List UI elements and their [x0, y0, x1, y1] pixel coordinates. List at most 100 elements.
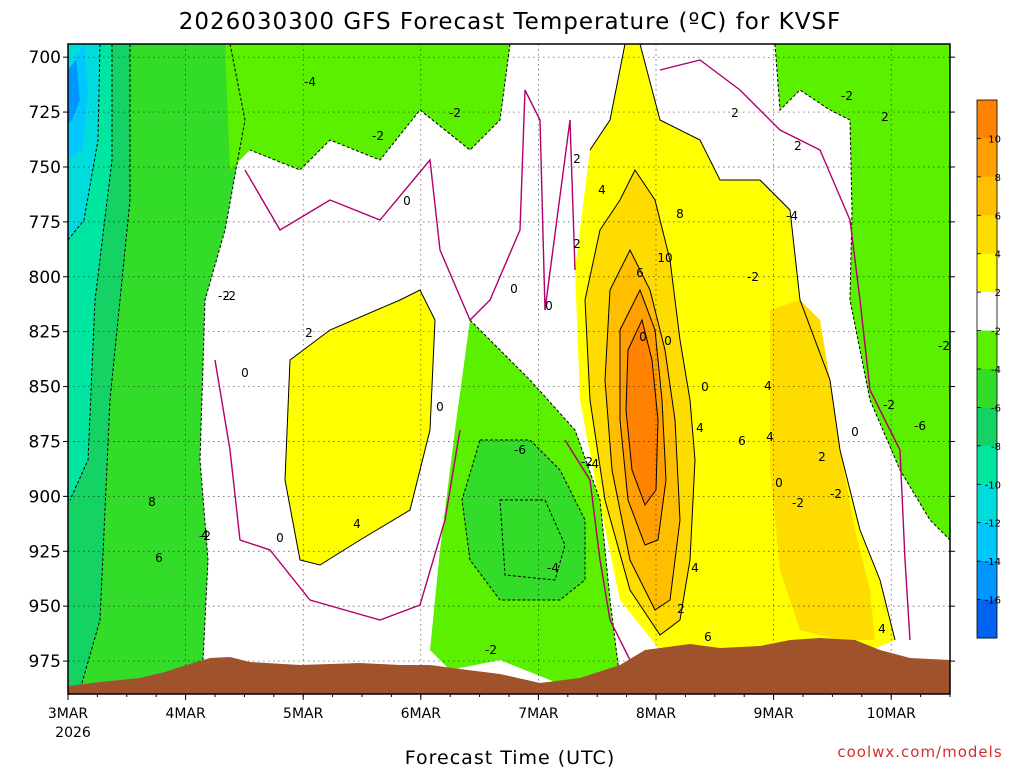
contour-minus2-east	[774, 43, 951, 541]
contour-label: -6	[514, 443, 526, 457]
contour-label: 6	[155, 551, 163, 565]
y-tick-label: 850	[29, 378, 61, 398]
contour-label: 0	[403, 194, 411, 208]
contour-minus4-7mar	[461, 439, 586, 601]
colorbar-swatch	[977, 369, 997, 408]
cool-region-east	[775, 44, 950, 540]
x-tick-label: 5MAR	[283, 706, 324, 722]
cool-region-6c	[500, 500, 565, 580]
colorbar-swatch	[977, 100, 997, 139]
contour-label: 0	[276, 531, 284, 545]
contour-label: 4	[691, 561, 699, 575]
ground-terrain	[68, 638, 950, 694]
contour-label: 4	[353, 517, 361, 531]
y-tick-label: 825	[29, 323, 61, 343]
contour-label: 0	[701, 380, 709, 394]
colorbar-swatch	[977, 292, 997, 332]
contour-label: -6	[914, 419, 926, 433]
y-tick-label: 750	[29, 158, 61, 178]
x-axis: 3MAR 4MAR 5MAR 6MAR 7MAR 8MAR 9MAR 10MAR	[48, 694, 951, 722]
colorbar-label: -6	[991, 403, 1001, 414]
colorbar-label: 6	[995, 211, 1001, 222]
colorbar-label: -16	[985, 596, 1001, 607]
y-tick-label: 775	[29, 213, 61, 233]
x-axis-label: Forecast Time (UTC)	[405, 747, 615, 768]
colorbar-swatch	[977, 484, 997, 524]
contour-minus10	[67, 43, 101, 241]
chart-title: 2026030300 GFS Forecast Temperature (ºC)…	[179, 9, 842, 35]
x-tick-label: 9MAR	[753, 706, 794, 722]
contour-plus6	[604, 248, 681, 611]
x-tick-label: 4MAR	[165, 706, 206, 722]
contour-label: 8	[148, 495, 156, 509]
contour-minus2-7mar	[469, 319, 621, 681]
x-tick-label: 6MAR	[401, 706, 442, 722]
colorbar-swatch	[977, 599, 997, 639]
y-tick-label: 975	[29, 652, 61, 672]
contour-plus8	[619, 288, 667, 546]
contour-label: -2	[841, 89, 853, 103]
colorbar-label: -12	[985, 519, 1001, 530]
x-tick-label: 10MAR	[867, 706, 916, 722]
contour-label: 0	[664, 334, 672, 348]
contour-label: -4	[587, 457, 599, 471]
colorbar-swatch	[977, 407, 997, 447]
contour-minus6-7mar	[499, 499, 566, 581]
contour-label: 0	[775, 476, 783, 490]
contour-zero-upper	[244, 89, 576, 322]
colorbar-swatch	[977, 330, 997, 370]
contour-label: -4	[547, 561, 559, 575]
contour-label: 6	[636, 266, 644, 280]
ground-layer	[68, 638, 950, 694]
contour-zero-east	[659, 59, 911, 641]
contour-label: 0	[436, 400, 444, 414]
colorbar-swatch	[977, 215, 997, 255]
contour-label: 10	[657, 251, 672, 265]
colorbar-label: -14	[985, 557, 1001, 568]
colorbar-label: 10	[988, 134, 1001, 145]
contour-label: 4	[696, 421, 704, 435]
contour-label: -2	[224, 289, 236, 303]
contour-minus4	[199, 43, 246, 661]
y-tick-label: 925	[29, 542, 61, 562]
contour-label: 2	[573, 237, 581, 251]
x-tick-label: 7MAR	[518, 706, 559, 722]
contour-minus2-upper	[249, 43, 511, 171]
colorbar-swatch	[977, 445, 997, 485]
colorbar-label: -2	[991, 327, 1001, 338]
contour-label: -2	[372, 129, 384, 143]
contour-label: 0	[851, 425, 859, 439]
contour-label: 4	[878, 622, 886, 636]
contour-label: 4	[201, 528, 209, 542]
y-tick-label: 950	[29, 597, 61, 617]
contour-zero-5mar	[214, 359, 461, 621]
colorbar-label: 4	[995, 250, 1001, 261]
contour-label: 2	[794, 139, 802, 153]
contour-label: 4	[764, 379, 772, 393]
x-tick-label: 3MAR	[48, 706, 89, 722]
x-tick-label: 8MAR	[636, 706, 677, 722]
x-year-label: 2026	[55, 725, 91, 741]
contour-label: 4	[598, 183, 606, 197]
colorbar-label: -8	[991, 442, 1001, 453]
contour-label: 6	[704, 630, 712, 644]
colorbar-swatch	[977, 176, 997, 216]
colorbar-label: 8	[995, 173, 1001, 184]
contour-plus10	[625, 318, 659, 507]
warm-region-9mar	[770, 300, 875, 640]
contour-label: -4	[304, 75, 316, 89]
colorbar-swatch	[977, 253, 997, 293]
warm-core-10c	[626, 320, 658, 505]
y-tick-label: 875	[29, 432, 61, 452]
colorbar: 10 8 6 4 2 -2 -4 -6 -8 -10 -12 -14 -16	[976, 99, 1001, 639]
y-tick-label: 700	[29, 48, 61, 68]
contour-label: 4	[766, 430, 774, 444]
contour-zero-7mar	[564, 439, 631, 661]
credit-text: coolwx.com/models	[837, 743, 1002, 761]
contour-label: -2	[581, 455, 593, 469]
y-tick-label: 900	[29, 487, 61, 507]
contour-label: -2	[449, 106, 461, 120]
